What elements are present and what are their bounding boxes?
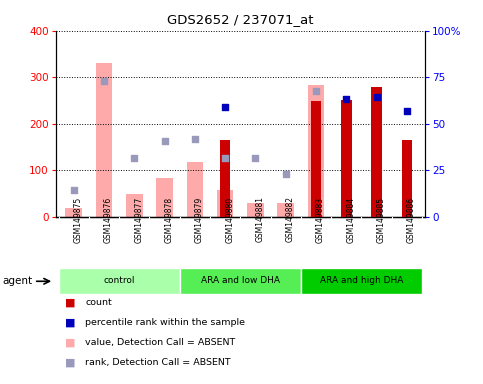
Text: agent: agent	[2, 276, 32, 286]
Bar	[220, 140, 230, 217]
Text: GSM149883: GSM149883	[316, 196, 325, 243]
Bar	[341, 99, 352, 217]
Text: GSM149876: GSM149876	[104, 196, 113, 243]
Bar	[311, 101, 321, 217]
FancyBboxPatch shape	[301, 268, 422, 294]
Text: ■: ■	[65, 298, 76, 308]
Point	[252, 155, 259, 161]
Point	[100, 78, 108, 84]
Bar	[126, 194, 142, 217]
Text: value, Detection Call = ABSENT: value, Detection Call = ABSENT	[85, 338, 236, 346]
Bar	[308, 85, 325, 217]
Bar	[217, 190, 233, 217]
Point	[191, 136, 199, 142]
Text: ARA and low DHA: ARA and low DHA	[201, 276, 280, 285]
Bar	[186, 162, 203, 217]
Text: GSM149884: GSM149884	[346, 196, 355, 243]
Text: ■: ■	[65, 338, 76, 348]
Point	[70, 187, 78, 193]
Text: count: count	[85, 298, 112, 306]
Bar	[371, 87, 382, 217]
Bar	[65, 208, 82, 217]
Text: rank, Detection Call = ABSENT: rank, Detection Call = ABSENT	[85, 358, 231, 366]
Point	[161, 138, 169, 144]
Bar	[96, 63, 113, 217]
Bar	[401, 140, 412, 217]
Text: GSM149885: GSM149885	[377, 196, 385, 243]
Point	[373, 94, 381, 100]
Text: GDS2652 / 237071_at: GDS2652 / 237071_at	[167, 13, 313, 26]
Text: ■: ■	[65, 318, 76, 328]
Bar	[277, 203, 294, 217]
FancyBboxPatch shape	[180, 268, 301, 294]
Text: GSM149886: GSM149886	[407, 196, 416, 243]
Point	[282, 171, 290, 177]
Bar	[247, 203, 264, 217]
Bar	[156, 178, 173, 217]
Point	[221, 155, 229, 161]
Text: GSM149881: GSM149881	[256, 197, 264, 242]
FancyBboxPatch shape	[58, 268, 180, 294]
Text: control: control	[103, 276, 135, 285]
Text: ARA and high DHA: ARA and high DHA	[320, 276, 403, 285]
Text: GSM149875: GSM149875	[74, 196, 83, 243]
Text: ■: ■	[65, 358, 76, 367]
Text: GSM149878: GSM149878	[165, 196, 173, 243]
Text: GSM149880: GSM149880	[225, 196, 234, 243]
Text: GSM149877: GSM149877	[134, 196, 143, 243]
Point	[403, 108, 411, 114]
Point	[342, 96, 350, 102]
Point	[130, 155, 138, 161]
Text: GSM149879: GSM149879	[195, 196, 204, 243]
Point	[221, 104, 229, 110]
Text: percentile rank within the sample: percentile rank within the sample	[85, 318, 245, 326]
Text: GSM149882: GSM149882	[286, 197, 295, 242]
Point	[312, 88, 320, 94]
